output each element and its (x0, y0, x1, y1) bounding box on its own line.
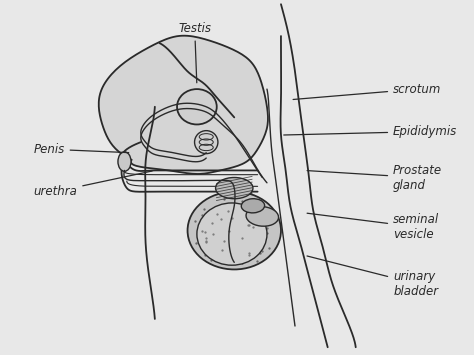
Text: urethra: urethra (33, 171, 152, 198)
Ellipse shape (194, 131, 218, 154)
Ellipse shape (197, 203, 267, 265)
Ellipse shape (118, 152, 131, 171)
Text: Epididymis: Epididymis (284, 125, 457, 138)
Ellipse shape (177, 89, 217, 125)
Text: Testis: Testis (178, 22, 211, 83)
Polygon shape (99, 36, 268, 174)
Ellipse shape (241, 199, 264, 213)
Text: seminal
vesicle: seminal vesicle (307, 213, 439, 241)
Text: urinary
bladder: urinary bladder (307, 256, 438, 297)
Text: Penis: Penis (33, 143, 129, 156)
Text: scrotum: scrotum (293, 83, 441, 99)
Ellipse shape (188, 192, 281, 269)
Text: Prostate
gland: Prostate gland (307, 164, 442, 191)
Ellipse shape (246, 207, 279, 226)
Ellipse shape (216, 178, 253, 199)
